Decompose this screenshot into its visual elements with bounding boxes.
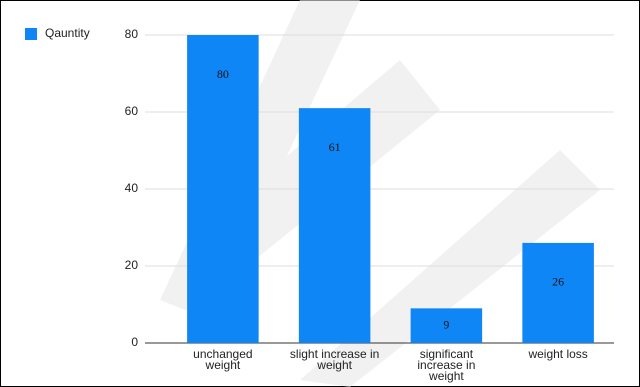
x-tick-label: significant increase in weight [417, 347, 476, 383]
y-tick-label: 60 [125, 104, 139, 118]
data-label: 80 [217, 67, 229, 81]
y-tick-label: 40 [125, 181, 139, 195]
y-tick-label: 20 [125, 258, 139, 272]
x-tick-label: slight increase in weight [289, 347, 380, 372]
data-label: 9 [443, 317, 449, 331]
bar [298, 108, 371, 344]
data-label: 61 [329, 140, 341, 154]
bar [522, 242, 594, 343]
y-tick-label: 80 [125, 27, 139, 41]
bar [187, 35, 259, 343]
x-tick-label: unchanged weight [193, 347, 253, 372]
legend-label: Qauntity [45, 26, 90, 40]
bar [410, 308, 483, 343]
legend-swatch [25, 28, 37, 40]
data-label: 26 [552, 275, 564, 289]
y-tick-label: 0 [131, 335, 138, 349]
x-tick-label: weight loss [528, 347, 588, 361]
